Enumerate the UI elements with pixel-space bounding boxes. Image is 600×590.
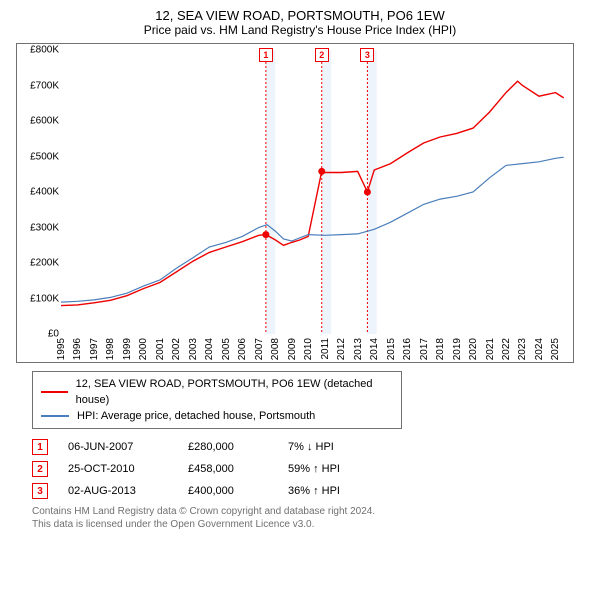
y-axis-label: £700K bbox=[19, 80, 59, 91]
y-axis-label: £0 bbox=[19, 329, 59, 340]
event-price: £458,000 bbox=[188, 463, 268, 475]
legend-item: HPI: Average price, detached house, Port… bbox=[41, 408, 393, 424]
x-axis-label: 2000 bbox=[138, 338, 149, 360]
event-row: 3 02-AUG-2013 £400,000 36% ↑ HPI bbox=[32, 483, 590, 499]
legend: 12, SEA VIEW ROAD, PORTSMOUTH, PO6 1EW (… bbox=[32, 371, 402, 429]
x-axis-label: 2005 bbox=[221, 338, 232, 360]
x-axis-label: 1998 bbox=[105, 338, 116, 360]
sale-marker-box: 1 bbox=[259, 48, 273, 62]
legend-label: HPI: Average price, detached house, Port… bbox=[77, 408, 315, 424]
y-axis-label: £800K bbox=[19, 45, 59, 56]
x-axis-label: 1999 bbox=[122, 338, 133, 360]
sale-marker-box: 3 bbox=[360, 48, 374, 62]
x-axis-label: 2020 bbox=[468, 338, 479, 360]
x-axis-label: 2002 bbox=[171, 338, 182, 360]
attribution: Contains HM Land Registry data © Crown c… bbox=[32, 505, 590, 531]
x-axis-label: 2022 bbox=[501, 338, 512, 360]
footer-line: Contains HM Land Registry data © Crown c… bbox=[32, 505, 590, 518]
event-price: £400,000 bbox=[188, 485, 268, 497]
x-axis-label: 2016 bbox=[402, 338, 413, 360]
x-axis-label: 2015 bbox=[386, 338, 397, 360]
event-date: 06-JUN-2007 bbox=[68, 441, 168, 453]
legend-swatch bbox=[41, 391, 68, 393]
y-axis-label: £400K bbox=[19, 187, 59, 198]
footer-line: This data is licensed under the Open Gov… bbox=[32, 518, 590, 531]
x-axis-label: 2025 bbox=[550, 338, 561, 360]
chart-area: £0 £100K £200K £300K £400K £500K £600K £700K £80… bbox=[16, 43, 574, 363]
x-axis-label: 2018 bbox=[435, 338, 446, 360]
x-axis-label: 1995 bbox=[56, 338, 67, 360]
events-table: 1 06-JUN-2007 £280,000 7% ↓ HPI 2 25-OCT-2010… bbox=[32, 439, 590, 499]
event-date: 25-OCT-2010 bbox=[68, 463, 168, 475]
event-number-box: 2 bbox=[32, 461, 48, 477]
y-axis-label: £100K bbox=[19, 293, 59, 304]
x-axis-label: 2017 bbox=[419, 338, 430, 360]
x-axis-label: 2007 bbox=[254, 338, 265, 360]
x-axis-label: 2014 bbox=[369, 338, 380, 360]
x-axis-label: 2019 bbox=[452, 338, 463, 360]
x-axis-label: 2003 bbox=[188, 338, 199, 360]
plot-area bbox=[61, 50, 567, 334]
y-axis-label: £200K bbox=[19, 258, 59, 269]
event-row: 1 06-JUN-2007 £280,000 7% ↓ HPI bbox=[32, 439, 590, 455]
sale-marker-box: 2 bbox=[315, 48, 329, 62]
event-diff: 59% ↑ HPI bbox=[288, 463, 368, 475]
legend-item: 12, SEA VIEW ROAD, PORTSMOUTH, PO6 1EW (… bbox=[41, 376, 393, 408]
x-axis-label: 2004 bbox=[204, 338, 215, 360]
y-axis-label: £300K bbox=[19, 222, 59, 233]
x-axis-label: 1997 bbox=[89, 338, 100, 360]
y-axis-label: £600K bbox=[19, 116, 59, 127]
x-axis-label: 2006 bbox=[237, 338, 248, 360]
event-row: 2 25-OCT-2010 £458,000 59% ↑ HPI bbox=[32, 461, 590, 477]
x-axis-label: 2021 bbox=[485, 338, 496, 360]
legend-label: 12, SEA VIEW ROAD, PORTSMOUTH, PO6 1EW (… bbox=[76, 376, 393, 408]
event-date: 02-AUG-2013 bbox=[68, 485, 168, 497]
y-axis-label: £500K bbox=[19, 151, 59, 162]
event-number-box: 3 bbox=[32, 483, 48, 499]
chart-title: 12, SEA VIEW ROAD, PORTSMOUTH, PO6 1EW bbox=[10, 8, 590, 23]
x-axis-label: 2008 bbox=[270, 338, 281, 360]
chart-subtitle: Price paid vs. HM Land Registry's House … bbox=[10, 23, 590, 37]
x-axis-label: 2001 bbox=[155, 338, 166, 360]
figure: 12, SEA VIEW ROAD, PORTSMOUTH, PO6 1EW P… bbox=[0, 0, 600, 590]
x-axis-label: 2009 bbox=[287, 338, 298, 360]
event-diff: 36% ↑ HPI bbox=[288, 485, 368, 497]
x-axis-label: 2010 bbox=[303, 338, 314, 360]
x-axis-label: 2024 bbox=[534, 338, 545, 360]
x-axis-label: 2023 bbox=[517, 338, 528, 360]
x-axis-label: 1996 bbox=[72, 338, 83, 360]
event-number-box: 1 bbox=[32, 439, 48, 455]
plot-svg bbox=[61, 50, 567, 334]
x-axis-label: 2013 bbox=[353, 338, 364, 360]
legend-swatch bbox=[41, 415, 69, 417]
x-axis-label: 2012 bbox=[336, 338, 347, 360]
event-price: £280,000 bbox=[188, 441, 268, 453]
x-axis-label: 2011 bbox=[320, 338, 331, 360]
event-diff: 7% ↓ HPI bbox=[288, 441, 368, 453]
